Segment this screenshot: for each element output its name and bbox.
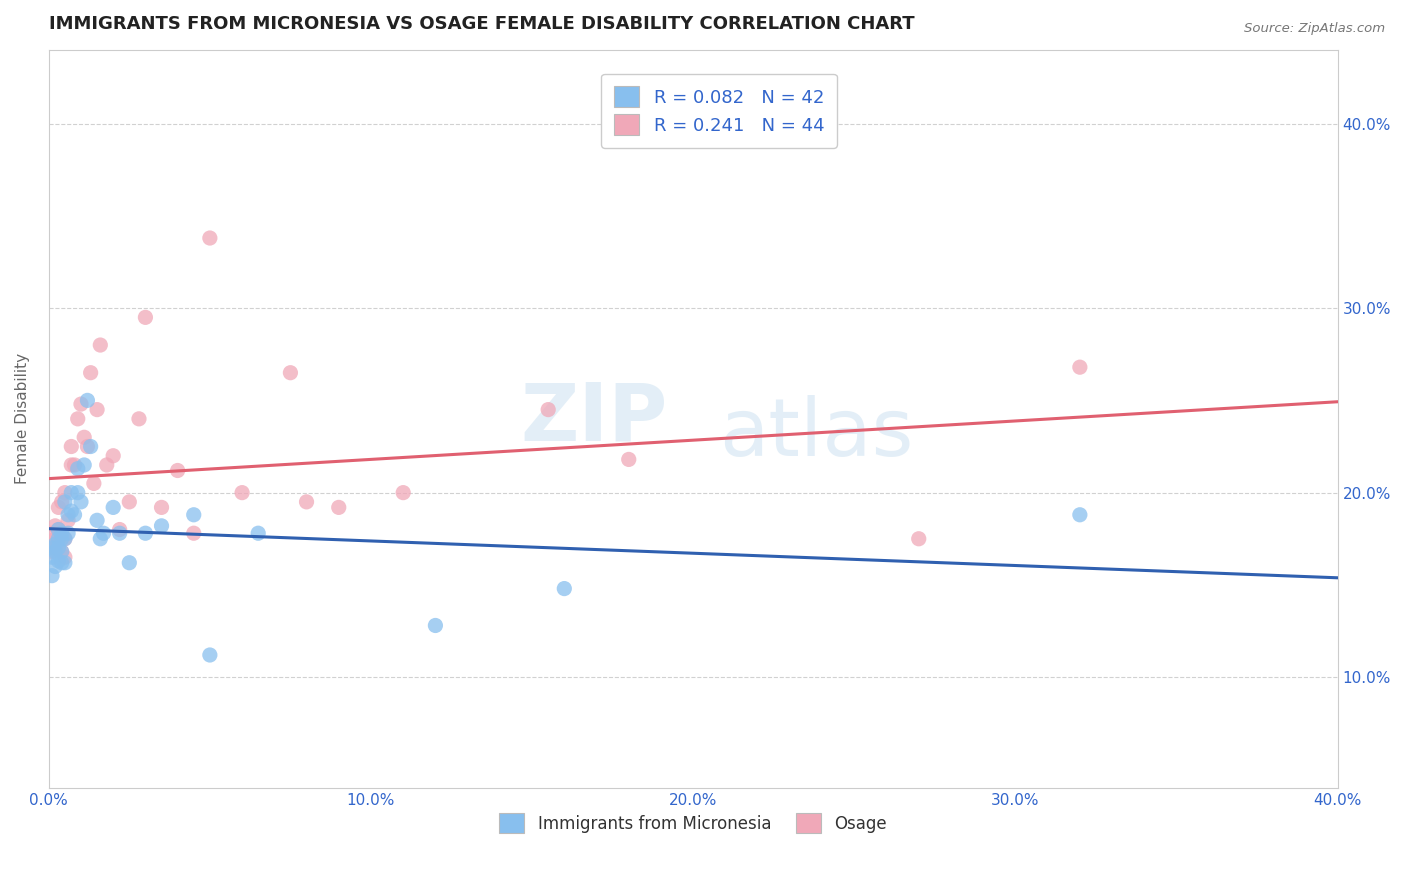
Point bbox=[103, 500, 125, 515]
Point bbox=[53, 532, 76, 546]
Point bbox=[118, 495, 141, 509]
Point bbox=[51, 495, 73, 509]
Point bbox=[48, 500, 70, 515]
Point bbox=[103, 449, 125, 463]
Point bbox=[44, 559, 66, 574]
Point bbox=[53, 495, 76, 509]
Point bbox=[51, 544, 73, 558]
Point bbox=[108, 526, 131, 541]
Point bbox=[1069, 360, 1091, 375]
Point bbox=[60, 485, 83, 500]
Point bbox=[66, 412, 89, 426]
Point bbox=[79, 366, 101, 380]
Point bbox=[51, 532, 73, 546]
Point bbox=[93, 526, 115, 541]
Point bbox=[231, 485, 253, 500]
Text: Source: ZipAtlas.com: Source: ZipAtlas.com bbox=[1244, 22, 1385, 36]
Point bbox=[128, 412, 150, 426]
Point bbox=[44, 519, 66, 533]
Point bbox=[53, 485, 76, 500]
Point bbox=[41, 550, 63, 565]
Point bbox=[48, 532, 70, 546]
Point bbox=[96, 458, 118, 472]
Point bbox=[56, 513, 79, 527]
Point bbox=[425, 618, 447, 632]
Point bbox=[328, 500, 350, 515]
Point bbox=[392, 485, 415, 500]
Point bbox=[76, 440, 98, 454]
Point bbox=[295, 495, 318, 509]
Point bbox=[83, 476, 105, 491]
Point bbox=[134, 310, 156, 325]
Point bbox=[118, 556, 141, 570]
Text: IMMIGRANTS FROM MICRONESIA VS OSAGE FEMALE DISABILITY CORRELATION CHART: IMMIGRANTS FROM MICRONESIA VS OSAGE FEMA… bbox=[49, 15, 914, 33]
Point bbox=[48, 554, 70, 568]
Point bbox=[70, 495, 93, 509]
Point bbox=[134, 526, 156, 541]
Point bbox=[41, 544, 63, 558]
Point bbox=[60, 504, 83, 518]
Point bbox=[247, 526, 270, 541]
Point bbox=[53, 532, 76, 546]
Point bbox=[73, 458, 96, 472]
Point bbox=[150, 500, 173, 515]
Point bbox=[41, 541, 63, 555]
Text: ZIP: ZIP bbox=[520, 380, 668, 458]
Point bbox=[108, 523, 131, 537]
Point bbox=[51, 544, 73, 558]
Point bbox=[537, 402, 560, 417]
Point bbox=[48, 532, 70, 546]
Point bbox=[150, 519, 173, 533]
Point bbox=[51, 526, 73, 541]
Point bbox=[63, 508, 86, 522]
Point bbox=[48, 523, 70, 537]
Point bbox=[53, 556, 76, 570]
Text: atlas: atlas bbox=[718, 394, 914, 473]
Point bbox=[553, 582, 575, 596]
Point bbox=[907, 532, 929, 546]
Point bbox=[44, 532, 66, 546]
Point bbox=[183, 526, 205, 541]
Legend: Immigrants from Micronesia, Osage: Immigrants from Micronesia, Osage bbox=[486, 800, 900, 846]
Point bbox=[86, 402, 108, 417]
Point bbox=[44, 544, 66, 558]
Point bbox=[56, 526, 79, 541]
Point bbox=[66, 485, 89, 500]
Point bbox=[41, 526, 63, 541]
Point bbox=[56, 508, 79, 522]
Point bbox=[183, 508, 205, 522]
Point bbox=[79, 440, 101, 454]
Point bbox=[48, 541, 70, 555]
Point bbox=[86, 513, 108, 527]
Point bbox=[198, 648, 221, 662]
Point bbox=[89, 532, 111, 546]
Point bbox=[66, 461, 89, 475]
Point bbox=[41, 568, 63, 582]
Point bbox=[1069, 508, 1091, 522]
Y-axis label: Female Disability: Female Disability bbox=[15, 353, 30, 484]
Point bbox=[198, 231, 221, 245]
Point bbox=[44, 537, 66, 551]
Point bbox=[63, 458, 86, 472]
Point bbox=[60, 458, 83, 472]
Point bbox=[89, 338, 111, 352]
Point bbox=[76, 393, 98, 408]
Point bbox=[617, 452, 640, 467]
Point bbox=[53, 550, 76, 565]
Point bbox=[73, 430, 96, 444]
Point bbox=[166, 463, 188, 477]
Point bbox=[60, 440, 83, 454]
Point bbox=[70, 397, 93, 411]
Point bbox=[44, 541, 66, 555]
Point bbox=[51, 556, 73, 570]
Point bbox=[48, 523, 70, 537]
Point bbox=[280, 366, 302, 380]
